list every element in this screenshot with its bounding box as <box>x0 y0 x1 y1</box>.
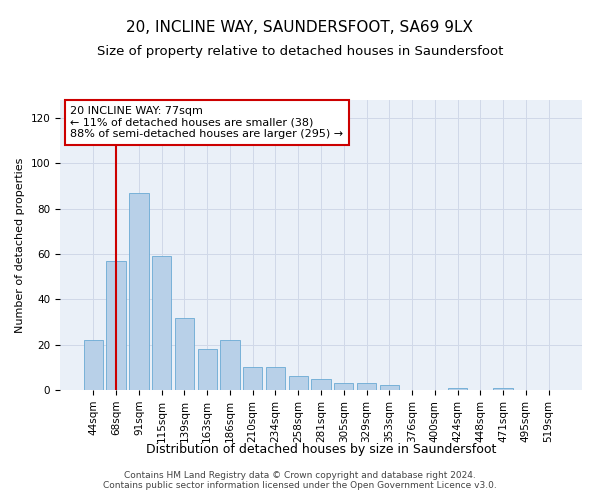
Bar <box>106 261 126 390</box>
Text: 20, INCLINE WAY, SAUNDERSFOOT, SA69 9LX: 20, INCLINE WAY, SAUNDERSFOOT, SA69 9LX <box>127 20 473 35</box>
Bar <box>129 193 149 390</box>
Y-axis label: Number of detached properties: Number of detached properties <box>15 158 25 332</box>
Bar <box>380 386 399 390</box>
Bar <box>266 368 285 390</box>
Bar <box>197 349 217 390</box>
Bar <box>152 256 172 390</box>
Bar <box>357 383 376 390</box>
Bar <box>175 318 194 390</box>
Text: Distribution of detached houses by size in Saundersfoot: Distribution of detached houses by size … <box>146 442 496 456</box>
Bar <box>84 340 103 390</box>
Bar <box>493 388 513 390</box>
Bar <box>311 378 331 390</box>
Bar <box>289 376 308 390</box>
Bar <box>243 368 262 390</box>
Bar <box>334 383 353 390</box>
Bar <box>448 388 467 390</box>
Text: Size of property relative to detached houses in Saundersfoot: Size of property relative to detached ho… <box>97 45 503 58</box>
Bar <box>220 340 239 390</box>
Text: Contains HM Land Registry data © Crown copyright and database right 2024.
Contai: Contains HM Land Registry data © Crown c… <box>103 470 497 490</box>
Text: 20 INCLINE WAY: 77sqm
← 11% of detached houses are smaller (38)
88% of semi-deta: 20 INCLINE WAY: 77sqm ← 11% of detached … <box>70 106 344 139</box>
